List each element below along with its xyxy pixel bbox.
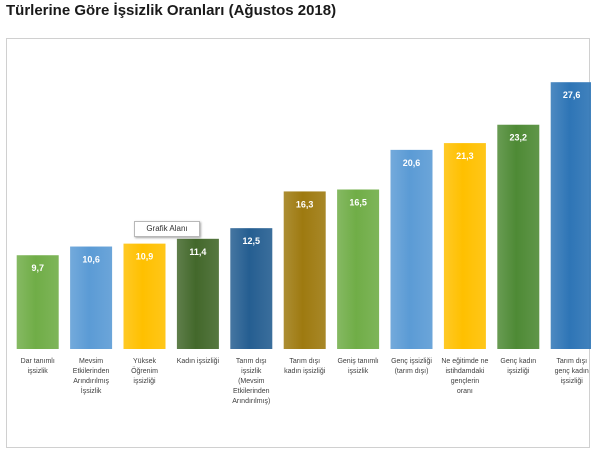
- bar-6[interactable]: [283, 191, 326, 349]
- bar-value-label: 11,4: [189, 247, 206, 257]
- bar-value-label: 21,3: [456, 151, 474, 161]
- bar-chart: 9,7 Dar tanımlı işsizlik 10,6 Mevsim Etkileri…: [16, 82, 591, 405]
- category-label: Tarım dışı işsizlik (Mevsim Etkilerinden Arı…: [232, 358, 270, 405]
- category-label: Yüksek Öğrenim işsizliği: [131, 358, 158, 385]
- category-label: Tarım dışı genç kadın işsizliği: [555, 358, 589, 385]
- category-label: Ne eğitimde ne istihdamdaki gençlerin oranı: [441, 358, 488, 395]
- bar-value-label: 9,7: [31, 263, 44, 273]
- bar-4[interactable]: [176, 238, 219, 349]
- bar-value-label: 20,6: [403, 158, 421, 168]
- bar-2[interactable]: [70, 246, 113, 349]
- bar-value-label: 23,2: [510, 133, 528, 143]
- bar-value-label: 10,6: [82, 255, 100, 265]
- category-label: Genç kadın işsizliği: [500, 358, 536, 375]
- bar-10[interactable]: [497, 124, 540, 349]
- category-label: Dar tanımlı işsizlik: [21, 358, 55, 375]
- chart-area-tooltip: Grafik Alanı: [134, 221, 200, 237]
- bar-value-label: 12,5: [243, 236, 261, 246]
- bar-5[interactable]: [230, 228, 273, 349]
- category-label: Tarım dışı kadın işsizliği: [284, 358, 326, 375]
- category-label: Mevsim Etkilerinden Arındırılmış İşsizlik: [73, 358, 110, 395]
- bar-value-label: 10,9: [136, 252, 154, 262]
- category-label: Geniş tanımlı işsizlik: [337, 358, 378, 375]
- category-label: Genç işsizliği (tarım dışı): [391, 358, 432, 375]
- bar-11[interactable]: [550, 82, 591, 349]
- bar-value-label: 16,3: [296, 199, 314, 209]
- page-title: Türlerine Göre İşsizlik Oranları (Ağusto…: [6, 2, 337, 19]
- bar-value-label: 27,6: [563, 90, 581, 100]
- chart-area[interactable]: 9,7 Dar tanımlı işsizlik 10,6 Mevsim Etkileri…: [6, 38, 591, 448]
- bar-value-label: 16,5: [349, 198, 367, 208]
- bar-7[interactable]: [337, 189, 380, 350]
- bar-3[interactable]: [123, 243, 166, 349]
- bar-8[interactable]: [390, 149, 433, 349]
- category-label: Kadın işsizliği: [177, 358, 220, 365]
- bar-9[interactable]: [443, 143, 486, 349]
- bar-1[interactable]: [16, 255, 59, 349]
